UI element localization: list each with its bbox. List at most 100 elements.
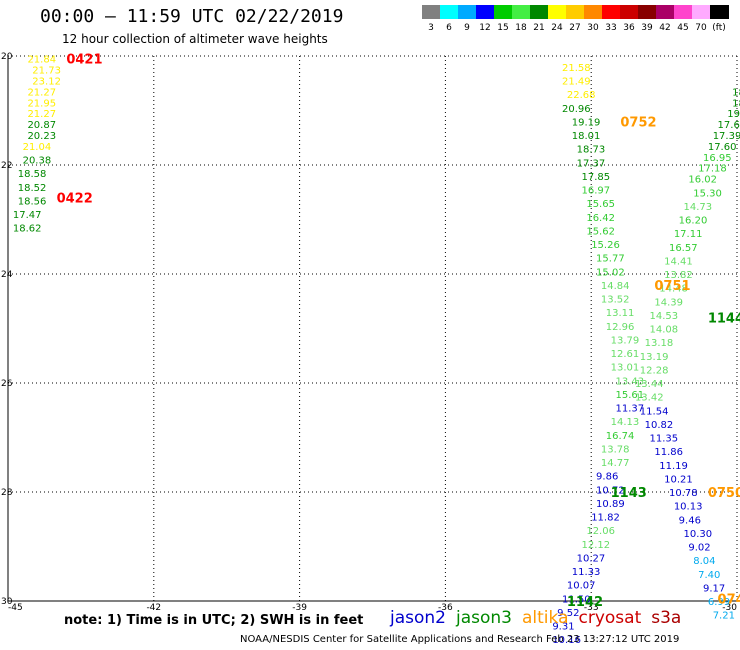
satellite-label: jason2	[390, 608, 446, 628]
wave-height-value: 13.52	[601, 295, 630, 306]
legend-label: 42	[659, 23, 671, 33]
wave-height-value: 21.49	[562, 77, 591, 88]
wave-height-value: 15.62	[586, 226, 615, 237]
wave-height-value: 18.58	[18, 169, 47, 180]
legend-label: 33	[605, 23, 617, 33]
wave-height-value: 13.43	[616, 376, 645, 387]
lat-tick-label: 28	[1, 488, 13, 498]
wave-height-value: 17.6	[718, 120, 740, 131]
lat-tick-label: 22	[1, 161, 12, 171]
wave-height-value: 16.97	[581, 186, 610, 197]
wave-height-value: 11.50	[562, 594, 591, 605]
legend-label: 36	[623, 23, 635, 33]
legend-label: 27	[569, 23, 581, 33]
legend-label: 21	[533, 23, 545, 33]
wave-height-value: 15.65	[586, 199, 615, 210]
wave-height-value: 10.21	[664, 474, 693, 485]
pass-time-label: 074	[718, 592, 740, 607]
wave-height-value: 13.82	[664, 270, 693, 281]
wave-height-value: 9.02	[688, 543, 710, 554]
wave-height-value: 20.23	[27, 131, 56, 142]
lon-tick-label: -42	[146, 603, 161, 613]
legend-label: 45	[677, 23, 689, 33]
satellite-label: altika	[522, 608, 569, 628]
credit-line: NOAA/NESDIS Center for Satellite Applica…	[240, 634, 680, 645]
wave-height-value: 21.27	[27, 87, 56, 98]
wave-height-value: 17.18	[698, 164, 727, 175]
pass-time-label: 0421	[66, 53, 102, 68]
legend-label: 3	[428, 23, 434, 33]
footer-note: note: 1) Time is in UTC; 2) SWH is in fe…	[64, 613, 364, 628]
legend-label: 6	[446, 23, 452, 33]
wave-height-value: 11.86	[654, 447, 683, 458]
map-title: 00:00 – 11:59 UTC 02/22/2019	[40, 6, 344, 27]
wave-height-value: 13.42	[635, 393, 664, 404]
wave-height-value: 11.82	[591, 513, 620, 524]
wave-height-value: 17.39	[713, 131, 740, 142]
wave-height-value: 15.77	[596, 254, 625, 265]
wave-height-value: 14.53	[650, 311, 679, 322]
wave-height-value: 7.40	[698, 570, 720, 581]
wave-height-value: 13.79	[611, 335, 640, 346]
lon-tick-label: -30	[722, 603, 737, 613]
legend-swatch	[440, 5, 459, 19]
legend-swatch	[494, 5, 513, 19]
legend-label: 12	[479, 23, 491, 33]
wave-height-value: 20.96	[562, 104, 591, 115]
wave-height-value: 9.17	[703, 583, 725, 594]
wave-height-value: 14.48	[659, 284, 688, 295]
legend-label: 18	[515, 23, 527, 33]
wave-height-value: 13.19	[640, 352, 669, 363]
wave-height-value: 12.96	[606, 322, 635, 333]
legend-swatch	[656, 5, 675, 19]
pass-time-label: 0750	[708, 486, 740, 501]
legend-swatch	[674, 5, 693, 19]
legend-label: 15	[497, 23, 509, 33]
wave-height-value: 11.37	[616, 404, 645, 415]
wave-height-value: 10.82	[645, 420, 674, 431]
wave-height-value: 18.01	[572, 131, 601, 142]
wave-height-value: 18	[732, 98, 740, 109]
wave-height-value: 21.95	[27, 98, 56, 109]
wave-height-value: 10.07	[567, 581, 596, 592]
wave-height-value: 21.27	[27, 109, 56, 120]
lat-tick-label: 20	[1, 52, 13, 62]
wave-height-value: 14.77	[601, 458, 630, 469]
color-legend: 3 6 9 12 15 18 21 24 27 30 33 36 39 42 45 70 (ft)	[422, 5, 729, 39]
wave-height-value: 23.12	[32, 77, 61, 88]
wave-height-value: 14.13	[611, 417, 640, 428]
wave-height-value: 10.13	[674, 502, 703, 513]
wave-height-value: 6.99	[708, 597, 730, 608]
wave-height-value: 14.73	[684, 202, 713, 213]
wave-height-value: 17.85	[581, 172, 610, 183]
wave-height-value: 14.84	[601, 281, 630, 292]
wave-height-value: 16.74	[606, 431, 635, 442]
pass-time-label: 1142	[567, 595, 603, 610]
wave-height-value: 9.31	[552, 622, 574, 633]
wave-height-value: 9.46	[679, 515, 701, 526]
wave-height-value: 18.62	[13, 224, 42, 235]
wave-height-value: 18	[732, 87, 740, 98]
wave-height-value: 16.20	[679, 216, 708, 227]
wave-height-value: 10.78	[669, 488, 698, 499]
legend-swatch	[584, 5, 603, 19]
wave-height-value: 17.60	[708, 142, 737, 153]
wave-height-value: 17.37	[577, 158, 606, 169]
wave-height-value: 13.78	[601, 444, 630, 455]
legend-swatch	[458, 5, 477, 19]
wave-height-value: 16.02	[688, 175, 717, 186]
wave-height-value: 13.11	[606, 308, 635, 319]
wave-height-value: 7.21	[713, 611, 735, 622]
legend-label: 39	[641, 23, 653, 33]
wave-height-value: 21.58	[562, 63, 591, 74]
legend-swatch	[566, 5, 585, 19]
satellite-legend: jason2 jason3 altika cryosat s3a	[390, 608, 691, 628]
wave-height-value: 14.08	[650, 325, 679, 336]
legend-swatch	[548, 5, 567, 19]
wave-height-value: 21.84	[27, 55, 56, 66]
wave-height-value: 20.38	[23, 156, 52, 167]
wave-height-value: 13.44	[635, 379, 664, 390]
wave-height-value: 13.18	[645, 338, 674, 349]
wave-height-value: 18.56	[18, 196, 47, 207]
